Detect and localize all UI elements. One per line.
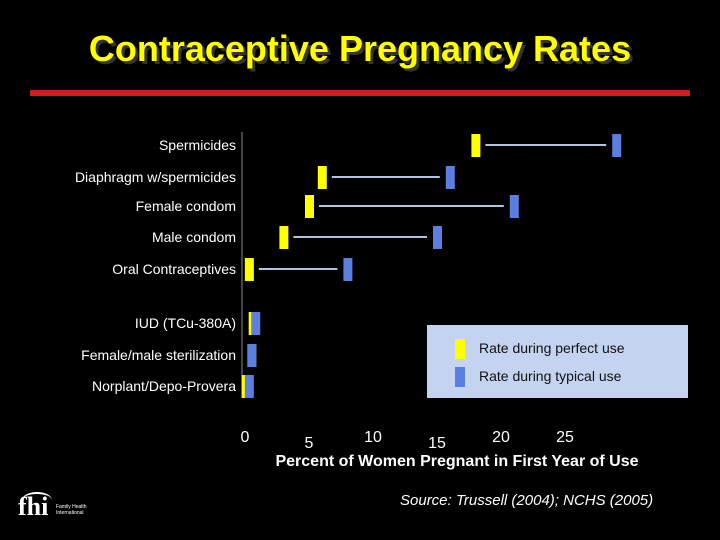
- category-label: Female/male sterilization: [81, 347, 236, 363]
- typical-use-marker: [244, 375, 254, 398]
- legend-swatch-typical: [455, 367, 465, 387]
- chart-legend: Rate during perfect use Rate during typi…: [427, 325, 688, 398]
- typical-use-marker: [509, 195, 519, 218]
- logo-arc-icon: [22, 492, 52, 508]
- category-label: Male condom: [152, 229, 236, 245]
- category-label: IUD (TCu-380A): [135, 315, 236, 331]
- fhi-logo: fhi Family Health International: [18, 492, 98, 526]
- legend-label-typical: Rate during typical use: [479, 368, 622, 384]
- logo-text: Family Health International: [56, 504, 87, 516]
- source-citation: Source: Trussell (2004); NCHS (2005): [400, 492, 654, 509]
- typical-use-marker: [343, 258, 353, 281]
- logo-mark: fhi: [18, 492, 49, 521]
- typical-use-marker: [445, 166, 455, 189]
- x-axis-title: Percent of Women Pregnant in First Year …: [275, 453, 638, 470]
- typical-use-marker: [247, 344, 257, 367]
- category-label: Norplant/Depo-Provera: [92, 378, 236, 394]
- typical-use-marker: [433, 226, 442, 249]
- page-title: Contraceptive Pregnancy Rates: [88, 28, 632, 69]
- title-divider: [30, 90, 690, 96]
- category-label: Female condom: [136, 198, 236, 214]
- legend-swatch-perfect: [455, 339, 465, 359]
- legend-item-typical: Rate during typical use: [427, 367, 688, 389]
- category-label: Oral Contraceptives: [112, 261, 236, 277]
- x-tick-label: 10: [364, 429, 382, 446]
- perfect-use-marker: [279, 226, 289, 249]
- perfect-use-marker: [305, 195, 314, 218]
- x-tick-label: 15: [428, 435, 446, 452]
- x-tick-label: 0: [241, 429, 250, 446]
- typical-use-marker: [612, 134, 622, 157]
- category-label: Diaphragm w/spermicides: [75, 169, 236, 185]
- x-tick-label: 20: [492, 429, 510, 446]
- perfect-use-marker: [244, 258, 254, 281]
- typical-use-marker: [251, 312, 261, 335]
- legend-item-perfect: Rate during perfect use: [427, 339, 688, 361]
- x-tick-label: 5: [305, 435, 314, 452]
- legend-label-perfect: Rate during perfect use: [479, 340, 625, 356]
- category-label: Spermicides: [159, 137, 236, 153]
- perfect-use-marker: [317, 166, 327, 189]
- perfect-use-marker: [471, 134, 481, 157]
- x-tick-label: 25: [556, 429, 574, 446]
